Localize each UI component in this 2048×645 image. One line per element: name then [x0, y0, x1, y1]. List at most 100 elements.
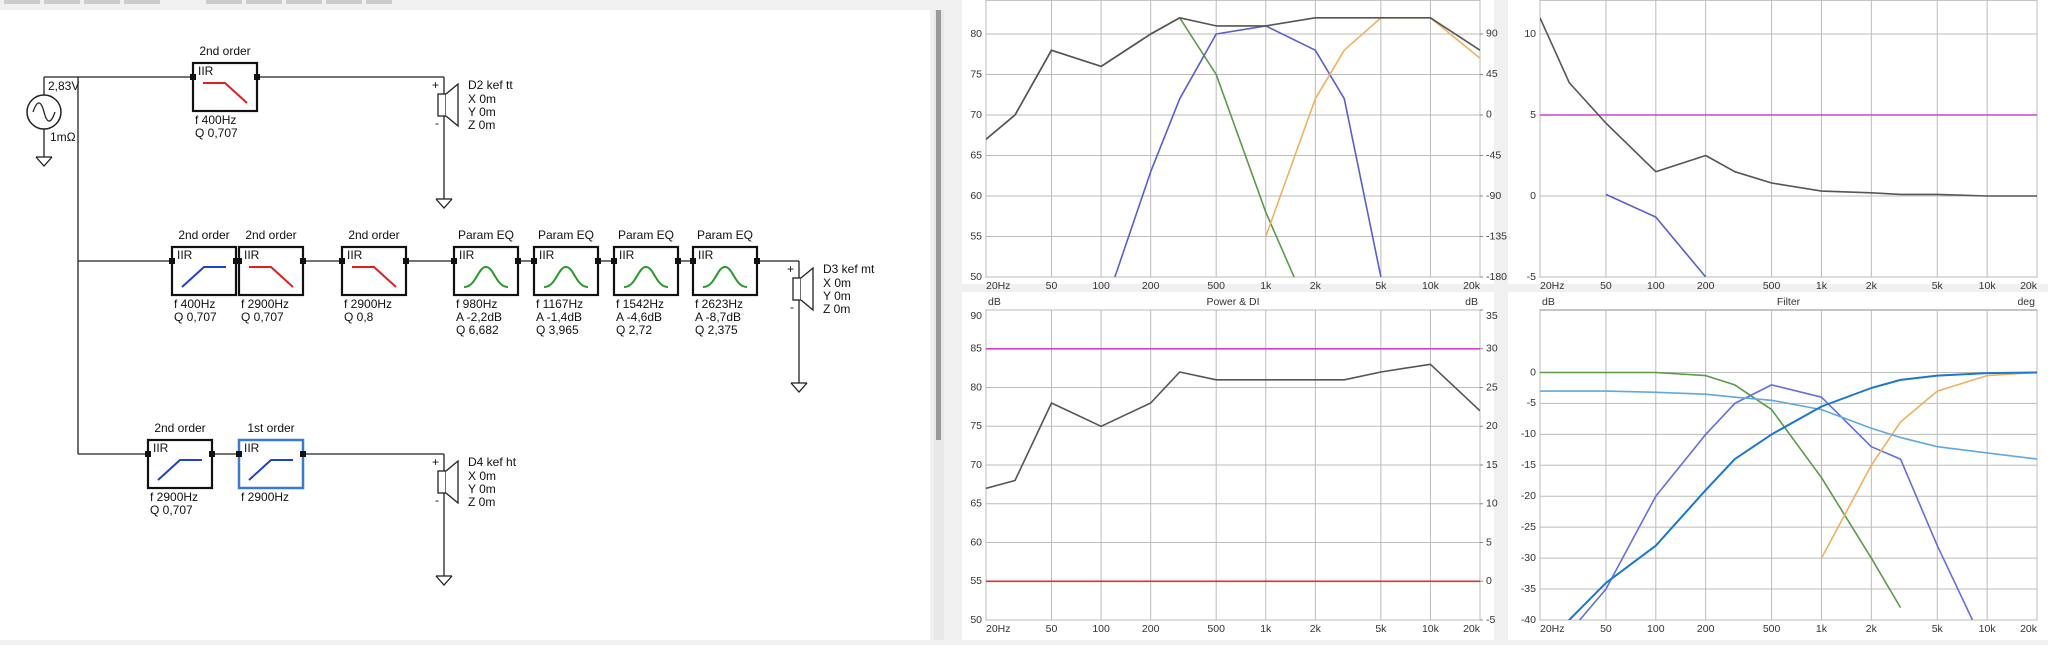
x-tick-label: 50: [1046, 280, 1058, 292]
port: [145, 451, 151, 457]
series-line: [1114, 25, 1382, 277]
response-icon: [248, 459, 293, 481]
x-tick-label: 5k: [1375, 623, 1387, 635]
y-tick-label: 90: [970, 310, 982, 322]
port: [451, 258, 457, 264]
response-icon: [249, 266, 294, 288]
tool-button[interactable]: [84, 0, 120, 4]
x-tick-label: 500: [1207, 623, 1225, 635]
y-unit: dB: [988, 296, 1001, 308]
port: [675, 258, 681, 264]
y-tick-label: 65: [970, 149, 982, 161]
x-tick-label: 20k: [1463, 623, 1481, 635]
block-param: f 1542Hz: [616, 297, 664, 311]
block-param: f 400Hz: [174, 297, 215, 311]
y2-unit: dB: [1465, 296, 1478, 308]
block-title: Param EQ: [697, 228, 753, 242]
x-tick-label: 10k: [1979, 280, 1997, 292]
tool-button[interactable]: [366, 0, 392, 4]
block-param: A -4,6dB: [616, 310, 662, 324]
x-tick-label: 20Hz: [1540, 623, 1565, 635]
y-tick-label: 75: [970, 420, 982, 432]
block-param: f 980Hz: [456, 297, 497, 311]
block-title: 2nd order: [154, 421, 205, 435]
speaker-cone: [445, 459, 459, 505]
block-title: Param EQ: [458, 228, 514, 242]
polarity: +: [432, 78, 439, 92]
block-kind: IIR: [244, 248, 260, 262]
block-kind: IIR: [698, 248, 714, 262]
speaker-cone: [445, 82, 459, 128]
block-title: 1st order: [247, 421, 294, 435]
x-tick-label: 1k: [1816, 623, 1828, 635]
y2-tick-label: -45: [1486, 149, 1501, 161]
x-tick-label: 20Hz: [1540, 280, 1565, 292]
speaker-body: [792, 277, 802, 301]
driver-coord: Y 0m: [468, 482, 496, 496]
series-line: [1820, 371, 2037, 559]
ground-symbol: [790, 382, 808, 393]
y2-tick-label: 35: [1486, 310, 1498, 322]
polarity: -: [435, 493, 439, 507]
x-tick-label: 50: [1600, 280, 1612, 292]
block-param: Q 3,965: [536, 323, 579, 337]
scrollbar-thumb[interactable]: [936, 10, 941, 440]
block-title: Param EQ: [618, 228, 674, 242]
y2-tick-label: 5: [1486, 536, 1492, 548]
block-param: Q 0,707: [174, 310, 217, 324]
speaker-body: [437, 93, 447, 117]
filter-block[interactable]: 1st order IIR f 2900Hz: [236, 421, 306, 504]
port: [754, 258, 760, 264]
y2-tick-label: -180: [1486, 271, 1507, 283]
tool-button[interactable]: [44, 0, 80, 4]
y-tick-label: 0: [1530, 190, 1536, 202]
y-tick-label: 5: [1530, 109, 1536, 121]
block-kind: IIR: [177, 248, 193, 262]
y-tick-label: 50: [970, 271, 982, 283]
x-tick-label: 200: [1697, 280, 1715, 292]
driver-name: D2 kef tt: [468, 78, 513, 92]
block-title: Param EQ: [538, 228, 594, 242]
ground-symbol: [35, 156, 53, 167]
x-tick-label: 2k: [1866, 623, 1878, 635]
sine-icon: [32, 102, 56, 122]
x-tick-label: 2k: [1310, 623, 1322, 635]
y-unit: dB: [1542, 296, 1555, 308]
tool-button[interactable]: [326, 0, 362, 4]
tool-button[interactable]: [124, 0, 160, 4]
x-tick-label: 100: [1647, 623, 1665, 635]
chart-title: Power & DI: [1206, 296, 1259, 308]
tool-button[interactable]: [206, 0, 242, 4]
y2-tick-label: 25: [1486, 381, 1498, 393]
y-tick-label: 50: [970, 614, 982, 626]
x-tick-label: 200: [1697, 623, 1715, 635]
y2-tick-label: 15: [1486, 459, 1498, 471]
block-kind: IIR: [539, 248, 555, 262]
ground-symbol: [435, 198, 453, 209]
block-param: A -8,7dB: [695, 310, 741, 324]
response-icon: [623, 265, 669, 288]
block-param: Q 0,707: [195, 126, 238, 140]
tool-button[interactable]: [4, 0, 40, 4]
y-tick-label: 80: [970, 28, 982, 40]
plot-area: [1539, 0, 2038, 278]
y2-unit: deg: [2017, 296, 2035, 308]
y2-tick-label: -90: [1486, 190, 1501, 202]
tool-button[interactable]: [246, 0, 282, 4]
response-icon: [157, 459, 202, 481]
tool-button[interactable]: [286, 0, 322, 4]
block-kind: IIR: [244, 441, 260, 455]
y2-tick-label: -135: [1486, 230, 1507, 242]
series-line: [1605, 193, 1707, 277]
y2-tick-label: 20: [1486, 420, 1498, 432]
block-param: Q 2,72: [616, 323, 652, 337]
